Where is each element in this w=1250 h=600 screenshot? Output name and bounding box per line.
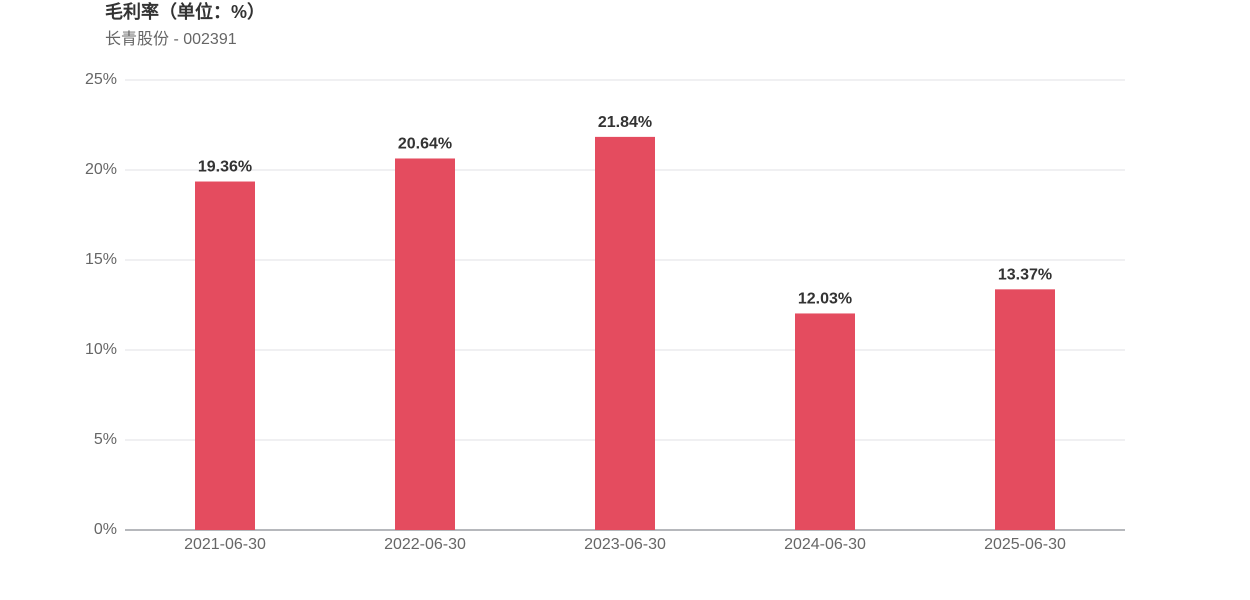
bar: [395, 158, 455, 531]
value-label: 12.03%: [798, 291, 852, 308]
value-label: 13.37%: [998, 267, 1052, 284]
bar: [795, 313, 855, 530]
y-tick-label: 25%: [85, 71, 117, 88]
y-tick-label: 5%: [94, 431, 117, 448]
x-tick-label: 2025-06-30: [984, 536, 1066, 553]
value-label: 19.36%: [198, 159, 252, 176]
chart-title: 毛利率（单位：%）: [105, 1, 265, 22]
chart-subtitle: 长青股份 - 002391: [105, 30, 237, 48]
y-tick-label: 20%: [85, 161, 117, 178]
bar: [595, 136, 655, 530]
y-tick-label: 15%: [85, 251, 117, 268]
x-tick-label: 2024-06-30: [784, 536, 866, 553]
bar: [195, 181, 255, 530]
value-label: 20.64%: [398, 136, 452, 153]
y-tick-label: 0%: [94, 521, 117, 538]
value-label: 21.84%: [598, 114, 652, 131]
bar: [995, 289, 1055, 530]
y-tick-label: 10%: [85, 341, 117, 358]
x-tick-label: 2023-06-30: [584, 536, 666, 553]
x-tick-label: 2022-06-30: [384, 536, 466, 553]
x-tick-label: 2021-06-30: [184, 536, 266, 553]
